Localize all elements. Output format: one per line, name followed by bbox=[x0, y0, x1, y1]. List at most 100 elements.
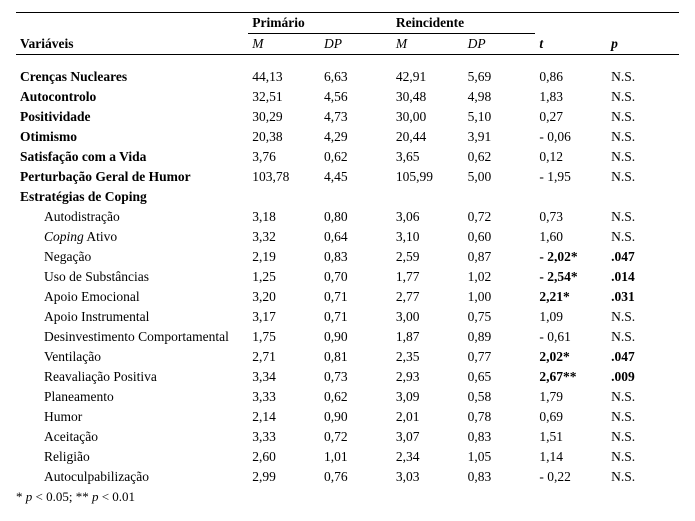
cell-p: N.S. bbox=[607, 307, 679, 327]
cell-m2: 2,59 bbox=[392, 247, 464, 267]
row-label: Coping Ativo bbox=[16, 227, 248, 247]
cell-dp2: 1,02 bbox=[464, 267, 536, 287]
row-label: Estratégias de Coping bbox=[16, 187, 248, 207]
footnote: * p < 0.05; ** p < 0.01 bbox=[16, 489, 679, 505]
cell-dp2: 1,05 bbox=[464, 447, 536, 467]
cell-t: 0,27 bbox=[535, 107, 607, 127]
cell-dp2 bbox=[464, 187, 536, 207]
spacer-cell bbox=[16, 55, 679, 68]
cell-dp1: 0,72 bbox=[320, 427, 392, 447]
cell-dp2: 0,75 bbox=[464, 307, 536, 327]
cell-dp2: 1,00 bbox=[464, 287, 536, 307]
cell-t: 1,09 bbox=[535, 307, 607, 327]
cell-m1: 3,17 bbox=[248, 307, 320, 327]
cell-m2: 3,00 bbox=[392, 307, 464, 327]
table-row: Satisfação com a Vida3,760,623,650,620,1… bbox=[16, 147, 679, 167]
table-row: Reavaliação Positiva3,340,732,930,652,67… bbox=[16, 367, 679, 387]
row-label: Ventilação bbox=[16, 347, 248, 367]
cell-dp1: 0,73 bbox=[320, 367, 392, 387]
table-row: Aceitação3,330,723,070,831,51N.S. bbox=[16, 427, 679, 447]
cell-m1: 3,76 bbox=[248, 147, 320, 167]
row-label: Autoculpabilização bbox=[16, 467, 248, 487]
row-label: Positividade bbox=[16, 107, 248, 127]
cell-m1: 1,75 bbox=[248, 327, 320, 347]
cell-dp1 bbox=[320, 187, 392, 207]
table-body: Crenças Nucleares44,136,6342,915,690,86N… bbox=[16, 55, 679, 488]
cell-p: N.S. bbox=[607, 147, 679, 167]
cell-m2: 3,07 bbox=[392, 427, 464, 447]
cell-m2: 2,34 bbox=[392, 447, 464, 467]
cell-m1: 3,33 bbox=[248, 387, 320, 407]
col-subheader-dp1: DP bbox=[320, 34, 392, 55]
table-row: Positividade30,294,7330,005,100,27N.S. bbox=[16, 107, 679, 127]
cell-p: .031 bbox=[607, 287, 679, 307]
table-row: Autodistração3,180,803,060,720,73N.S. bbox=[16, 207, 679, 227]
cell-dp2: 4,98 bbox=[464, 87, 536, 107]
table-row: Planeamento3,330,623,090,581,79N.S. bbox=[16, 387, 679, 407]
cell-dp2: 0,60 bbox=[464, 227, 536, 247]
table-row: Coping Ativo3,320,643,100,601,60N.S. bbox=[16, 227, 679, 247]
cell-t: 2,02* bbox=[535, 347, 607, 367]
cell-dp1: 4,29 bbox=[320, 127, 392, 147]
cell-dp1: 0,81 bbox=[320, 347, 392, 367]
cell-dp1: 0,62 bbox=[320, 147, 392, 167]
cell-dp2: 0,62 bbox=[464, 147, 536, 167]
col-header-variaveis: Variáveis bbox=[16, 13, 248, 55]
cell-p: N.S. bbox=[607, 107, 679, 127]
cell-m1: 2,14 bbox=[248, 407, 320, 427]
row-label: Crenças Nucleares bbox=[16, 67, 248, 87]
cell-p: N.S. bbox=[607, 467, 679, 487]
cell-m1: 30,29 bbox=[248, 107, 320, 127]
cell-m1: 1,25 bbox=[248, 267, 320, 287]
row-label: Humor bbox=[16, 407, 248, 427]
cell-dp2: 5,10 bbox=[464, 107, 536, 127]
row-label: Aceitação bbox=[16, 427, 248, 447]
cell-dp2: 0,58 bbox=[464, 387, 536, 407]
cell-t: 2,67** bbox=[535, 367, 607, 387]
cell-dp2: 0,83 bbox=[464, 467, 536, 487]
cell-p: N.S. bbox=[607, 167, 679, 187]
cell-m1 bbox=[248, 187, 320, 207]
cell-m1: 3,20 bbox=[248, 287, 320, 307]
cell-t: - 0,06 bbox=[535, 127, 607, 147]
col-header-reincidente: Reincidente bbox=[392, 13, 536, 34]
table-row: Crenças Nucleares44,136,6342,915,690,86N… bbox=[16, 67, 679, 87]
row-label: Reavaliação Positiva bbox=[16, 367, 248, 387]
cell-t: - 2,02* bbox=[535, 247, 607, 267]
cell-dp1: 6,63 bbox=[320, 67, 392, 87]
cell-p: N.S. bbox=[607, 227, 679, 247]
cell-dp1: 0,71 bbox=[320, 287, 392, 307]
table-row: Ventilação2,710,812,350,772,02*.047 bbox=[16, 347, 679, 367]
cell-m1: 2,19 bbox=[248, 247, 320, 267]
cell-m2: 1,77 bbox=[392, 267, 464, 287]
table-row: Uso de Substâncias1,250,701,771,02- 2,54… bbox=[16, 267, 679, 287]
cell-dp2: 0,89 bbox=[464, 327, 536, 347]
cell-t: 0,73 bbox=[535, 207, 607, 227]
table-row: Apoio Instrumental3,170,713,000,751,09N.… bbox=[16, 307, 679, 327]
cell-p: N.S. bbox=[607, 87, 679, 107]
cell-p: .047 bbox=[607, 247, 679, 267]
table-row: Estratégias de Coping bbox=[16, 187, 679, 207]
row-label: Otimismo bbox=[16, 127, 248, 147]
footnote-lt1: < 0.05; ** bbox=[32, 489, 92, 504]
table-row: Religião2,601,012,341,051,14N.S. bbox=[16, 447, 679, 467]
footnote-lt2: < 0.01 bbox=[98, 489, 135, 504]
cell-m1: 103,78 bbox=[248, 167, 320, 187]
row-label: Planeamento bbox=[16, 387, 248, 407]
statistics-table: Variáveis Primário Reincidente t p M DP … bbox=[16, 12, 679, 487]
cell-p: N.S. bbox=[607, 67, 679, 87]
cell-m2: 3,06 bbox=[392, 207, 464, 227]
cell-t: 1,14 bbox=[535, 447, 607, 467]
cell-t: - 0,22 bbox=[535, 467, 607, 487]
cell-t: 0,69 bbox=[535, 407, 607, 427]
table-row: Humor2,140,902,010,780,69N.S. bbox=[16, 407, 679, 427]
cell-m1: 44,13 bbox=[248, 67, 320, 87]
table-row: Apoio Emocional3,200,712,771,002,21*.031 bbox=[16, 287, 679, 307]
cell-m2: 2,93 bbox=[392, 367, 464, 387]
cell-m1: 2,71 bbox=[248, 347, 320, 367]
table-row: Perturbação Geral de Humor103,784,45105,… bbox=[16, 167, 679, 187]
cell-dp2: 5,00 bbox=[464, 167, 536, 187]
cell-m2 bbox=[392, 187, 464, 207]
cell-dp1: 0,90 bbox=[320, 407, 392, 427]
cell-m1: 3,34 bbox=[248, 367, 320, 387]
